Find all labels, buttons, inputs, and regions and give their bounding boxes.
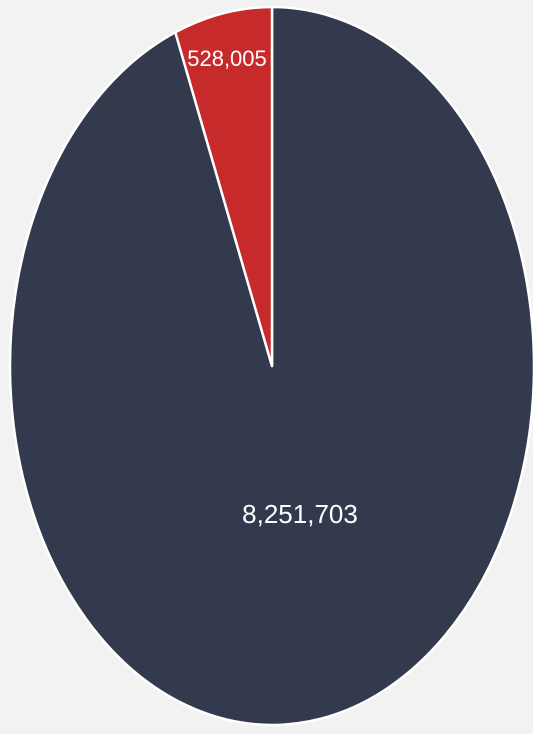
slices-layer [8,5,533,727]
pie-slice-2 [174,5,274,368]
labels-layer: 8,251,703 528,005 [187,46,358,529]
pie-slice-label-1: 8,251,703 [242,499,358,529]
pie-slice-label-2: 528,005 [187,46,267,71]
